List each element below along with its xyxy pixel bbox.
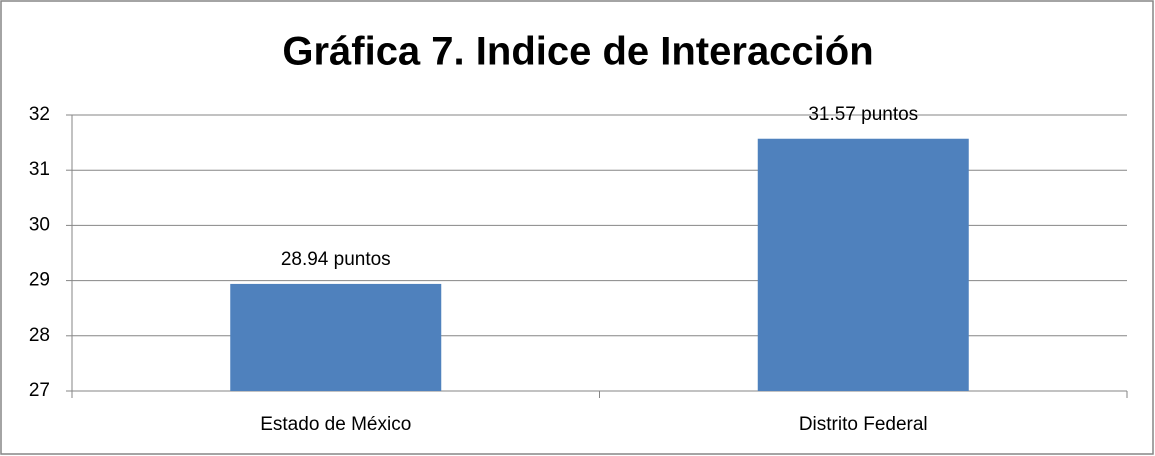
chart-title: Gráfica 7. Indice de Interacción bbox=[282, 30, 873, 74]
data-label: 31.57 puntos bbox=[808, 104, 918, 125]
y-tick-label: 30 bbox=[29, 214, 50, 235]
x-tick-label: Estado de México bbox=[260, 414, 411, 435]
x-tick-label: Distrito Federal bbox=[799, 414, 928, 435]
y-tick-label: 29 bbox=[29, 270, 50, 291]
y-tick-label: 31 bbox=[29, 159, 50, 180]
y-tick-label: 28 bbox=[29, 325, 50, 346]
y-tick-label: 27 bbox=[29, 380, 50, 401]
data-label: 28.94 puntos bbox=[281, 249, 391, 270]
y-tick-label: 32 bbox=[29, 104, 50, 125]
bar bbox=[230, 283, 442, 391]
bar bbox=[757, 138, 969, 391]
